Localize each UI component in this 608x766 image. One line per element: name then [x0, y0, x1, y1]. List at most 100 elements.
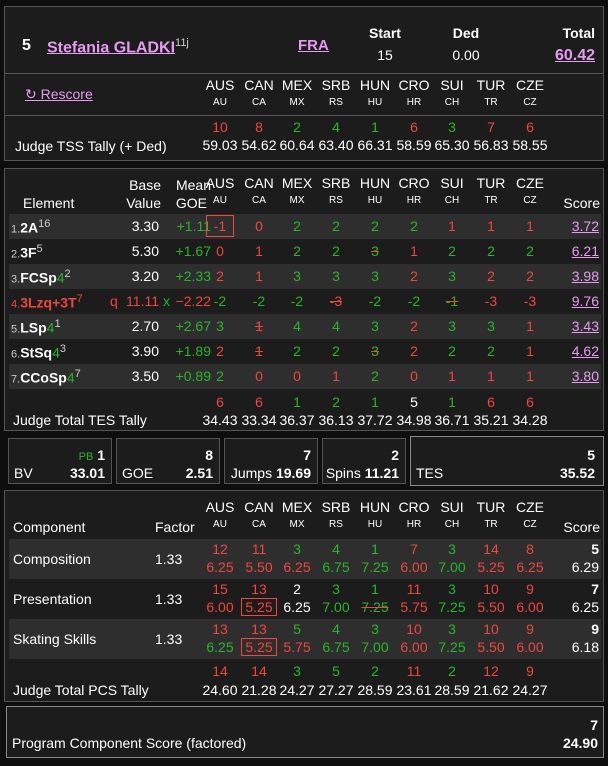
jumps-value: 19.69	[275, 465, 311, 481]
judge-total: 28.59	[357, 682, 393, 698]
start-label: Start	[369, 25, 401, 41]
judge-goe: 1	[255, 318, 263, 334]
judge-code: AU	[213, 519, 227, 530]
judge-pc-rank: 1	[371, 581, 379, 597]
judge-total: 58.59	[396, 137, 432, 153]
judge-pc-rank: 9	[526, 621, 534, 637]
bv-rank: 1	[97, 447, 105, 463]
judge-pc-score: 5.50	[477, 599, 505, 615]
element-score[interactable]: 3.43	[571, 318, 599, 334]
judge-pc-score: 7.00	[322, 599, 350, 615]
judge-name: TUR	[476, 77, 506, 93]
judge-pc-rank: 4	[332, 541, 340, 557]
judge-goe: -2	[252, 293, 266, 309]
judge-pc-rank: 13	[251, 621, 267, 637]
judge-pc-rank: 3	[448, 581, 456, 597]
judge-rank: 2	[293, 119, 301, 135]
judge-rank: 1	[371, 394, 379, 410]
mean-header-1: Mean	[175, 177, 211, 193]
judge-name: MEX	[281, 77, 313, 93]
judge-pc-score: 6.75	[322, 559, 350, 575]
judge-pc-rank: 3	[371, 621, 379, 637]
judge-rank: 1	[293, 394, 301, 410]
judge-goe: 3	[371, 243, 379, 259]
jumps-rank: 7	[303, 447, 311, 463]
judge-goe: 3	[293, 268, 301, 284]
judge-total: 34.43	[202, 412, 238, 428]
element-score[interactable]: 6.21	[571, 243, 599, 259]
judge-code: MX	[289, 195, 305, 206]
nation-link[interactable]: FRA	[298, 37, 329, 54]
judge-goe: 2	[410, 343, 418, 359]
element-score[interactable]: 9.76	[571, 293, 599, 309]
element-score[interactable]: 3.98	[571, 268, 599, 284]
judge-goe: -2	[290, 293, 304, 309]
judge-total: 36.71	[434, 412, 470, 428]
judge-rank: 5	[410, 394, 418, 410]
component-factor: 1.33	[155, 551, 183, 567]
judge-name: SUI	[440, 175, 464, 191]
judge-pc-rank: 4	[332, 621, 340, 637]
rescore-link[interactable]: ↻ Rescore	[25, 86, 93, 102]
judge-goe: 1	[448, 218, 456, 234]
mean-goe: +1.89	[175, 343, 211, 359]
judge-pc-rank: 3	[448, 541, 456, 557]
judge-pc-score: 6.00	[516, 639, 544, 655]
base-value: 3.20	[131, 268, 159, 284]
skater-name-link[interactable]: Stefania GLADKI11j	[47, 37, 189, 57]
pcs-tally-label: Judge Total PCS Tally	[13, 682, 149, 698]
component-row: Skating Skills 1.33 13 6.25 13 5.25 5 5.75 4 6.75…	[9, 619, 601, 659]
element-score[interactable]: 3.80	[571, 368, 599, 384]
judge-code: TR	[484, 195, 498, 206]
judge-rank: 6	[410, 119, 418, 135]
component-score: 6.29	[571, 559, 599, 575]
goe-label: GOE	[122, 465, 154, 481]
element-score[interactable]: 3.72	[571, 218, 599, 234]
judge-code: TR	[484, 519, 498, 530]
judge-goe: -3	[523, 293, 537, 309]
pcs-total-value: 24.90	[562, 735, 598, 751]
judge-goe: 1	[526, 218, 534, 234]
element-score[interactable]: 4.62	[571, 343, 599, 359]
judge-pc-score: 6.25	[283, 559, 311, 575]
total-label: Total	[562, 25, 595, 41]
bv-label: BV	[14, 465, 33, 481]
judge-pc-rank: 11	[251, 541, 267, 557]
base-header-2: Value	[126, 195, 161, 211]
judge-goe: 1	[526, 368, 534, 384]
pc-score-header: Score	[563, 519, 600, 535]
judge-code: CZ	[523, 97, 537, 108]
judge-goe: 0	[293, 368, 301, 384]
judge-pc-rank: 12	[212, 541, 228, 557]
judge-name: HUN	[359, 175, 391, 191]
judge-total: 36.13	[318, 412, 354, 428]
judge-name: CZE	[516, 175, 544, 191]
header-panel: 5 Stefania GLADKI11j FRA Start 15 Ded 0.…	[4, 6, 604, 161]
element-name: 7.CCoSp47	[11, 368, 81, 386]
judge-code: HU	[367, 519, 383, 530]
score-header: Score	[563, 195, 600, 211]
element-header: Element	[23, 195, 75, 211]
judge-code: HU	[367, 195, 383, 206]
judge-goe: 3	[487, 318, 495, 334]
judge-name: CRO	[398, 175, 430, 191]
judge-name: SUI	[440, 77, 464, 93]
judge-code: RS	[329, 97, 343, 108]
skater-name[interactable]: Stefania GLADKI	[47, 39, 176, 57]
judge-goe: -3	[329, 293, 343, 309]
judge-goe: 3	[448, 318, 456, 334]
base-value: 2.70	[131, 318, 159, 334]
judge-name: TUR	[476, 499, 506, 515]
judge-goe: 3	[216, 318, 224, 334]
judge-pc-score: 6.00	[400, 559, 428, 575]
judge-rank: 6	[216, 394, 224, 410]
judge-total: 60.64	[279, 137, 315, 153]
judge-code: MX	[289, 519, 305, 530]
base-value: 3.30	[131, 218, 159, 234]
skater-sup: 11j	[175, 37, 189, 49]
component-row: Composition 1.33 12 6.25 11 5.50 3 6.25 4 6.75 1 7.…	[9, 539, 601, 579]
element-row: 2.3F5 5.30 +1.67 0 1 2 2 3 1 2 2 2 6.21	[9, 239, 601, 264]
total-value[interactable]: 60.42	[554, 47, 595, 64]
judge-pc-score: 6.00	[400, 639, 428, 655]
judge-name: AUS	[205, 77, 235, 93]
